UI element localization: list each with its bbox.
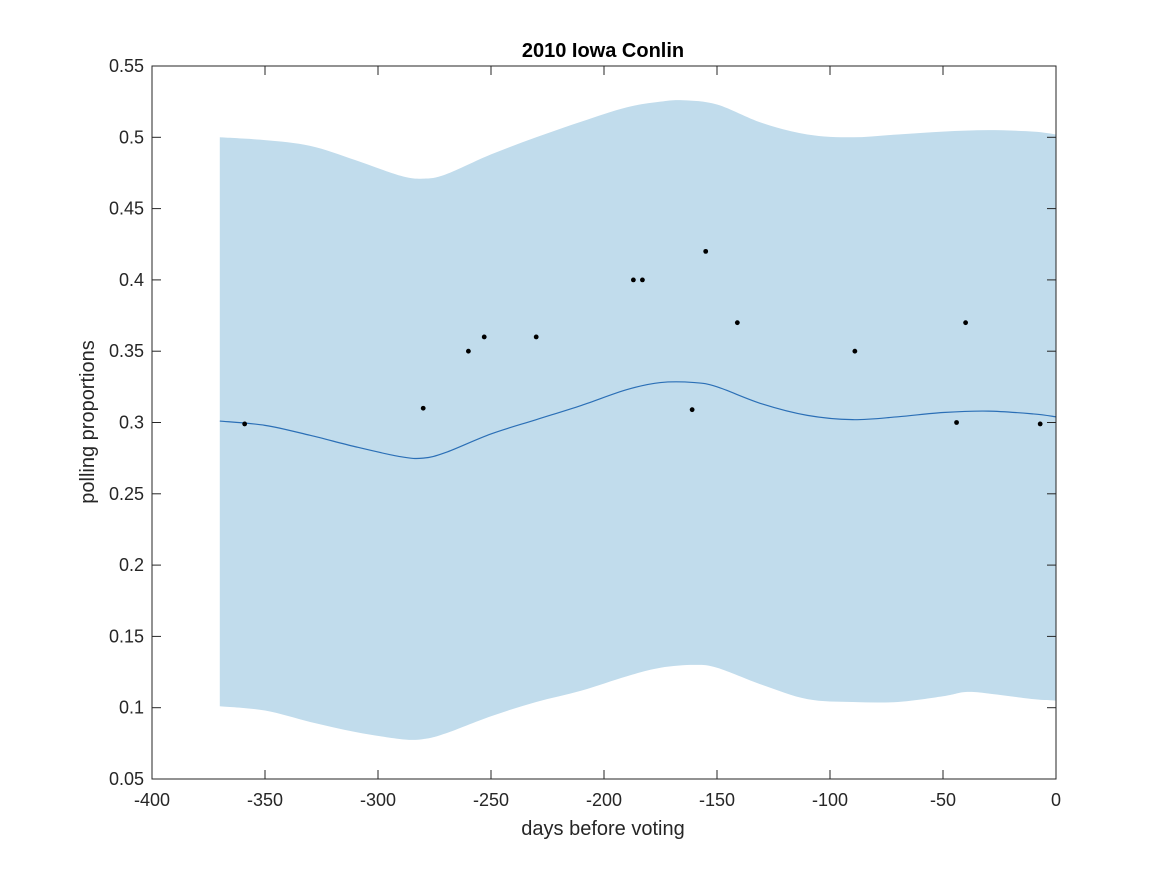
- data-point: [630, 277, 636, 283]
- x-axis-ticks: -400 -350 -300 -250 -200 -150 -100 -50 0: [134, 66, 1061, 810]
- x-tick-label: -50: [930, 790, 956, 810]
- x-axis-label: days before voting: [521, 818, 684, 840]
- y-tick-label: 0.45: [109, 199, 144, 219]
- y-tick-label: 0.15: [109, 626, 144, 646]
- data-point: [734, 320, 740, 326]
- x-tick-label: -400: [134, 790, 170, 810]
- data-point: [466, 348, 471, 354]
- data-point: [703, 248, 709, 254]
- y-tick-label: 0.25: [109, 484, 144, 504]
- y-tick-label: 0.3: [119, 413, 144, 433]
- y-tick-label: 0.35: [109, 341, 144, 361]
- data-point: [689, 407, 695, 413]
- x-tick-label: -350: [247, 790, 283, 810]
- data-point: [420, 405, 426, 411]
- data-point: [533, 334, 539, 340]
- chart-title: 2010 Iowa Conlin: [522, 40, 684, 62]
- mean-line: [219, 381, 1057, 460]
- data-point: [481, 334, 487, 340]
- x-tick-label: -300: [360, 790, 396, 810]
- y-tick-label: 0.55: [109, 56, 144, 76]
- y-tick-label: 0.05: [109, 769, 144, 789]
- plot-area: [219, 100, 1057, 740]
- data-point: [852, 348, 858, 354]
- data-point: [242, 421, 248, 427]
- confidence-band: [219, 100, 1057, 740]
- x-tick-label: -200: [586, 790, 622, 810]
- y-tick-label: 0.2: [119, 555, 144, 575]
- data-point: [954, 420, 959, 425]
- y-axis-ticks: 0.05 0.1 0.15 0.2 0.25 0.3 0.35 0.4 0.45 0.5 0.55: [109, 56, 1056, 789]
- x-tick-label: -250: [473, 790, 509, 810]
- x-tick-label: -100: [812, 790, 848, 810]
- y-tick-label: 0.5: [119, 127, 144, 147]
- data-point: [963, 320, 968, 326]
- data-point: [1037, 421, 1043, 427]
- y-tick-label: 0.4: [119, 270, 144, 290]
- y-tick-label: 0.1: [119, 698, 144, 718]
- data-point: [640, 277, 645, 283]
- data-points: [242, 248, 1043, 427]
- x-tick-label: -150: [699, 790, 735, 810]
- x-tick-label: 0: [1051, 790, 1061, 810]
- y-axis-label: polling proportions: [77, 340, 99, 503]
